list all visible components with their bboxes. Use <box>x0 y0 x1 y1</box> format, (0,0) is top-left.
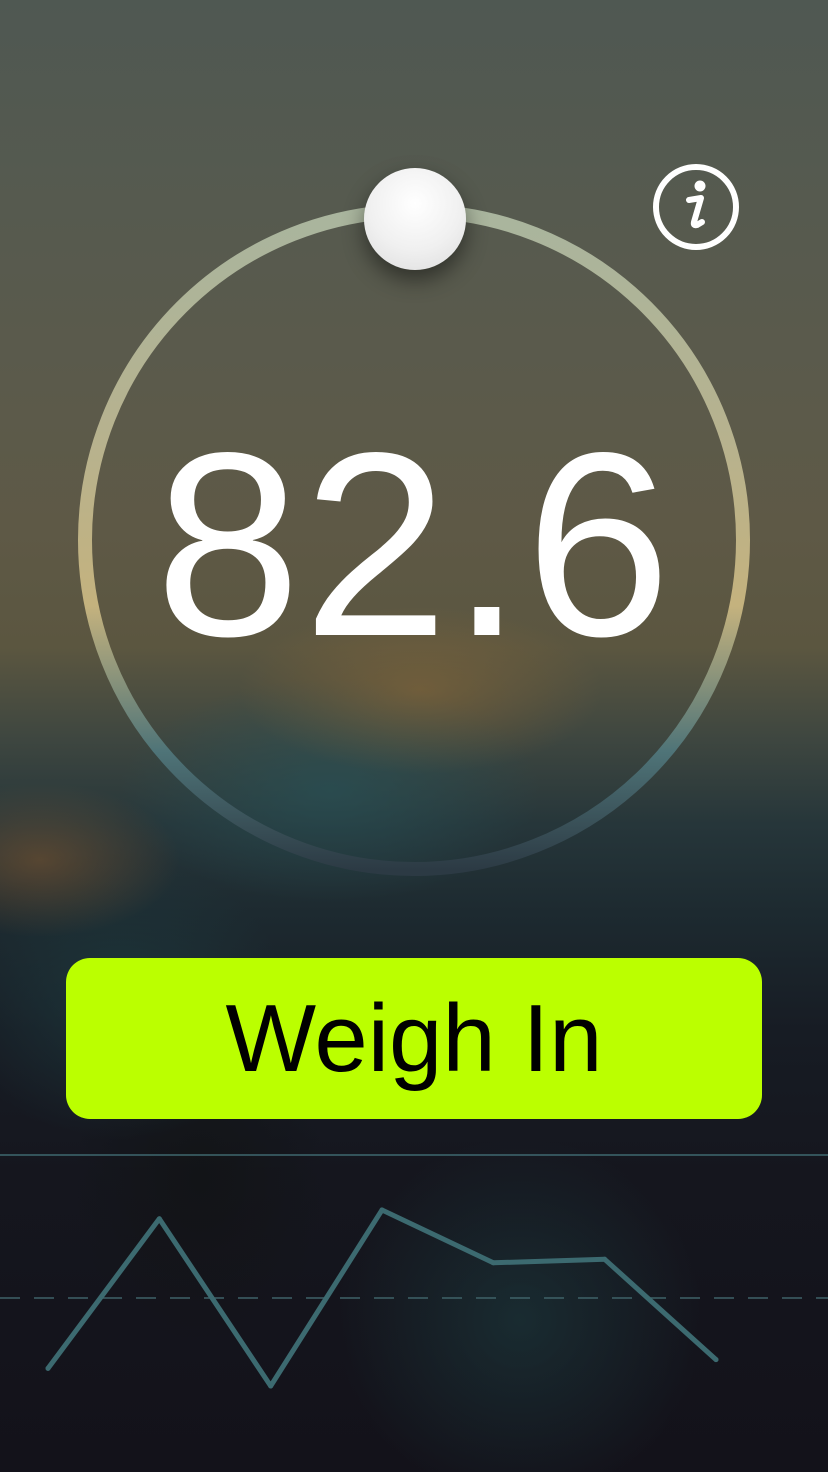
trend-point <box>156 1216 162 1222</box>
info-icon <box>653 164 739 250</box>
trend-point <box>45 1365 51 1371</box>
trend-point <box>268 1383 274 1389</box>
weigh-in-button[interactable]: Weigh In <box>66 958 762 1119</box>
trend-point <box>490 1260 496 1266</box>
trend-point <box>602 1256 608 1262</box>
trend-point <box>379 1207 385 1213</box>
dial-slider-knob[interactable] <box>364 168 466 270</box>
current-weight-value: 82.6 <box>155 398 673 691</box>
weight-trend-chart <box>0 1154 828 1389</box>
trend-point <box>713 1357 719 1363</box>
info-button[interactable] <box>651 162 741 252</box>
